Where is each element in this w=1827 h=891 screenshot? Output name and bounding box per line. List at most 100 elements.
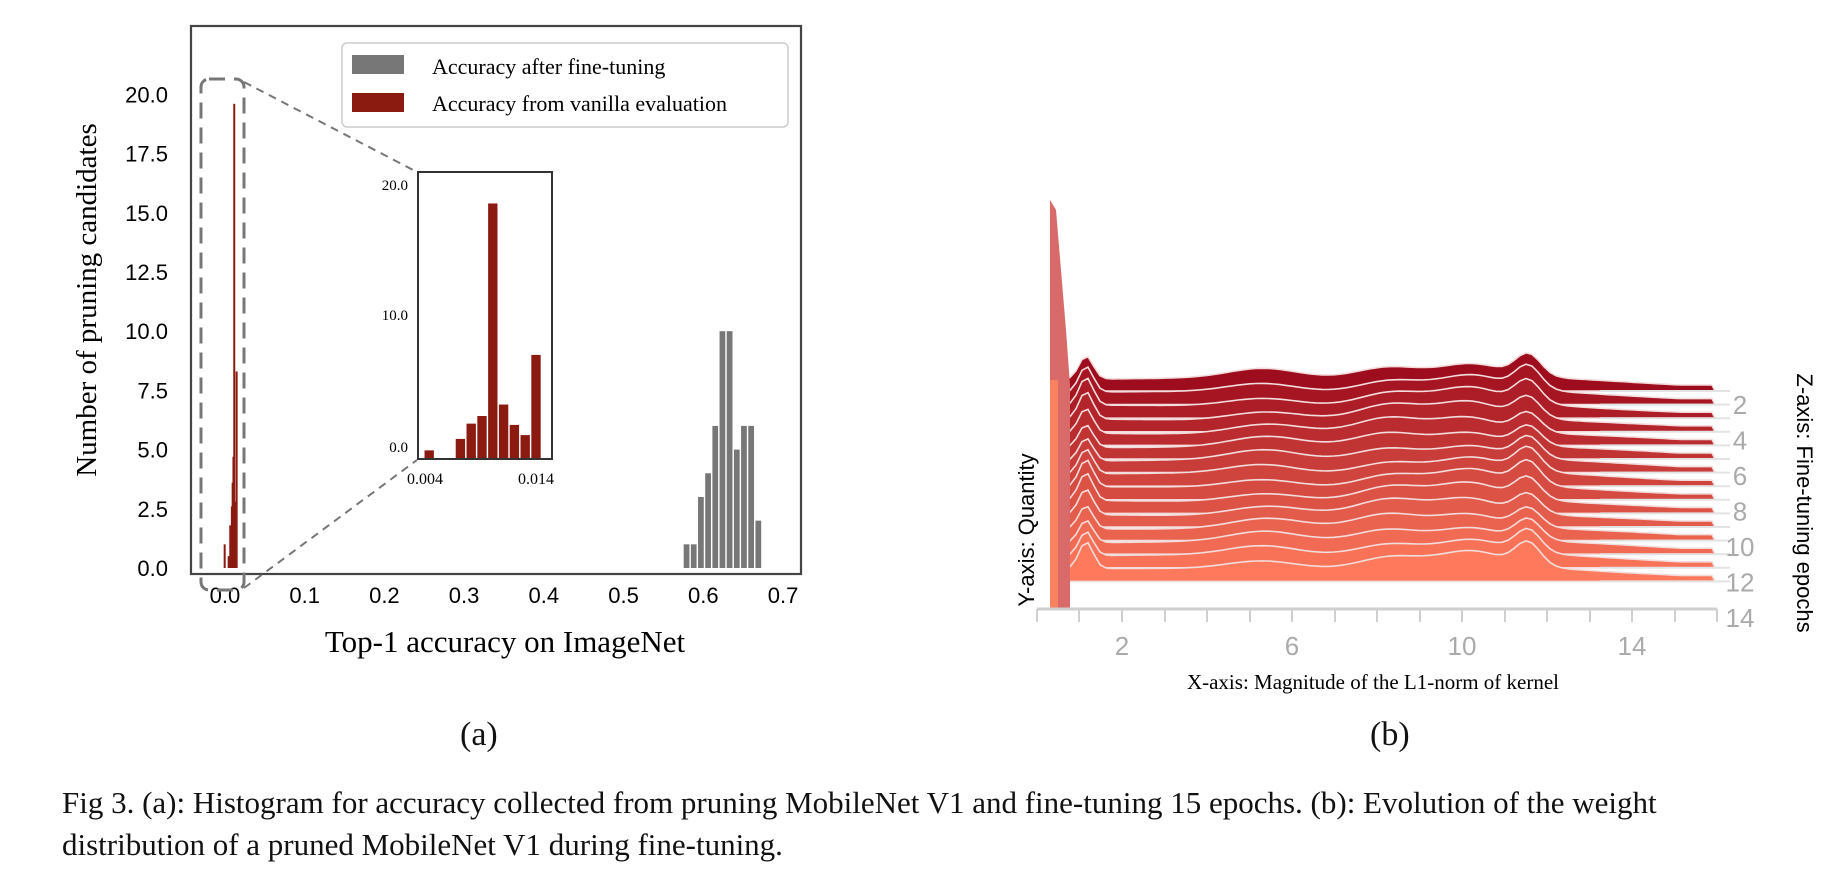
inset-vanilla-bar (488, 203, 498, 458)
zoom-connector-bottom (243, 459, 418, 589)
zoom-connector-top (243, 81, 418, 173)
inset-y-tick-label: 10.0 (382, 308, 408, 324)
ridge-layer (1057, 434, 1717, 474)
after-finetuning-bar (733, 449, 740, 568)
panel-b-label: (b) (1370, 716, 1410, 753)
legend-label-after: Accuracy after fine-tuning (432, 54, 665, 79)
inset-vanilla-bar (455, 438, 466, 458)
ridge-z-tick-label: 14 (1726, 603, 1755, 633)
x-tick-label: 0.2 (369, 583, 400, 608)
inset-x-tick-label: 0.004 (407, 471, 443, 488)
ridge-layer (1057, 458, 1717, 501)
x-tick-label: 0.3 (449, 583, 480, 608)
inset-vanilla-bars (424, 203, 541, 458)
y-tick-label: 15.0 (125, 201, 168, 226)
after-finetuning-bar (698, 496, 704, 568)
y-tick-label: 5.0 (137, 438, 168, 463)
ridge-layer (1057, 352, 1717, 392)
after-finetuning-bar (726, 331, 733, 568)
legend-label-vanilla: Accuracy from vanilla evaluation (432, 91, 727, 116)
y-tick-labels: 0.0 2.5 5.0 7.5 10.0 12.5 15.0 17.5 20.0 (125, 82, 168, 581)
ridge-layer (1057, 505, 1717, 542)
inset-vanilla-bar (477, 416, 487, 458)
x-tick-label: 0.5 (608, 583, 639, 608)
inset-vanilla-bar (424, 450, 434, 458)
inset-vanilla-bar (531, 354, 541, 458)
ridge-z-axis-label: Z-axis: Fine-tuning epochs (1792, 373, 1817, 632)
ridge-layer (1057, 488, 1717, 528)
zoom-inset: 0.0 10.0 20.0 0.004 0.014 (382, 171, 554, 488)
inset-x-tick-labels: 0.004 0.014 (407, 471, 554, 488)
after-finetuning-bar (755, 520, 762, 568)
ridge-x-tick-label: 10 (1448, 631, 1477, 661)
inset-vanilla-bar (509, 424, 520, 458)
weight-distribution-ridgeline: 2 6 10 14 2 4 6 8 10 12 14 Y-axis: Quantity X-axi… (1014, 200, 1817, 694)
ridge-y-axis-label: Y-axis: Quantity (1014, 453, 1039, 606)
vanilla-evaluation-bars (223, 103, 238, 568)
figure-caption: Fig 3. (a): Histogram for accuracy colle… (62, 785, 1657, 862)
inset-frame (417, 171, 553, 460)
y-tick-label: 12.5 (125, 260, 168, 285)
vanilla-evaluation-bar (227, 556, 230, 568)
legend-swatch-after (352, 55, 404, 74)
y-tick-label: 10.0 (125, 319, 168, 344)
inset-vanilla-bar (466, 423, 476, 458)
ridge-z-tick-label: 8 (1733, 497, 1747, 527)
zoom-region-box (199, 77, 246, 592)
legend-swatch-vanilla (352, 93, 404, 112)
ridge-x-tick-labels: 2 6 10 14 (1036, 609, 1718, 661)
panel-a-label: (a) (460, 716, 498, 753)
after-finetuning-bars (683, 331, 762, 568)
ridge-layer (1057, 540, 1717, 583)
y-axis-label: Number of pruning candidates (71, 123, 103, 477)
after-finetuning-bar (690, 544, 697, 568)
ridge-layer (1057, 408, 1717, 447)
ridge-front-edge (1050, 380, 1058, 609)
vanilla-evaluation-bar (229, 525, 232, 568)
inset-y-tick-labels: 0.0 10.0 20.0 (382, 178, 408, 456)
ridge-layer (1057, 363, 1717, 406)
inset-vanilla-bar (498, 404, 509, 458)
x-tick-label: 0.1 (289, 583, 320, 608)
ridge-layer (1057, 445, 1717, 487)
y-tick-label: 17.5 (125, 142, 168, 167)
ridge-x-tick-label: 6 (1285, 631, 1299, 661)
inset-y-tick-label: 20.0 (382, 178, 408, 194)
after-finetuning-bar (705, 473, 711, 568)
ridge-z-tick-label: 4 (1733, 426, 1747, 456)
ridge-z-tick-label: 12 (1726, 568, 1755, 598)
x-tick-labels: 0.0 0.1 0.2 0.3 0.4 0.5 0.6 0.7 (210, 583, 799, 608)
inset-y-tick-label: 0.0 (389, 440, 408, 456)
y-tick-label: 2.5 (137, 497, 168, 522)
accuracy-histogram: 0.02.55.07.510.012.515.017.520.0 0.0 0.1 0… (71, 24, 803, 659)
y-tick-label: 0.0 (137, 556, 168, 581)
x-tick-label: 0.6 (688, 583, 719, 608)
y-tick-label: 7.5 (137, 378, 168, 403)
ridge-x-axis-label: X-axis: Magnitude of the L1-norm of kern… (1187, 670, 1559, 694)
ridge-z-tick-label: 10 (1726, 532, 1755, 562)
ridgeline-layers (1050, 200, 1730, 609)
ridge-layer (1057, 472, 1717, 515)
y-tick-label: 20.0 (125, 82, 168, 107)
inset-x-tick-label: 0.014 (518, 471, 554, 488)
after-finetuning-bar (741, 425, 747, 568)
x-tick-label: 0.4 (529, 583, 560, 608)
ridge-layer (1057, 391, 1717, 433)
ridge-z-tick-label: 6 (1733, 461, 1747, 491)
after-finetuning-bar (683, 544, 690, 568)
x-axis-label: Top-1 accuracy on ImageNet (325, 624, 686, 659)
after-finetuning-bar (719, 331, 726, 568)
after-finetuning-bar (748, 425, 755, 568)
legend: Accuracy after fine-tuning Accuracy from… (341, 42, 789, 128)
x-tick-label: 0.0 (210, 583, 241, 608)
legend-box (341, 42, 789, 128)
after-finetuning-bar (712, 425, 719, 568)
vanilla-evaluation-bar (233, 103, 236, 568)
x-tick-label: 0.7 (768, 583, 799, 608)
ridge-z-tick-label: 2 (1733, 390, 1747, 420)
ridge-layer (1057, 377, 1717, 419)
vanilla-evaluation-bar (235, 371, 238, 568)
ridge-z-tick-labels: 2 4 6 8 10 12 14 (1726, 390, 1755, 633)
inset-vanilla-bar (520, 435, 530, 458)
